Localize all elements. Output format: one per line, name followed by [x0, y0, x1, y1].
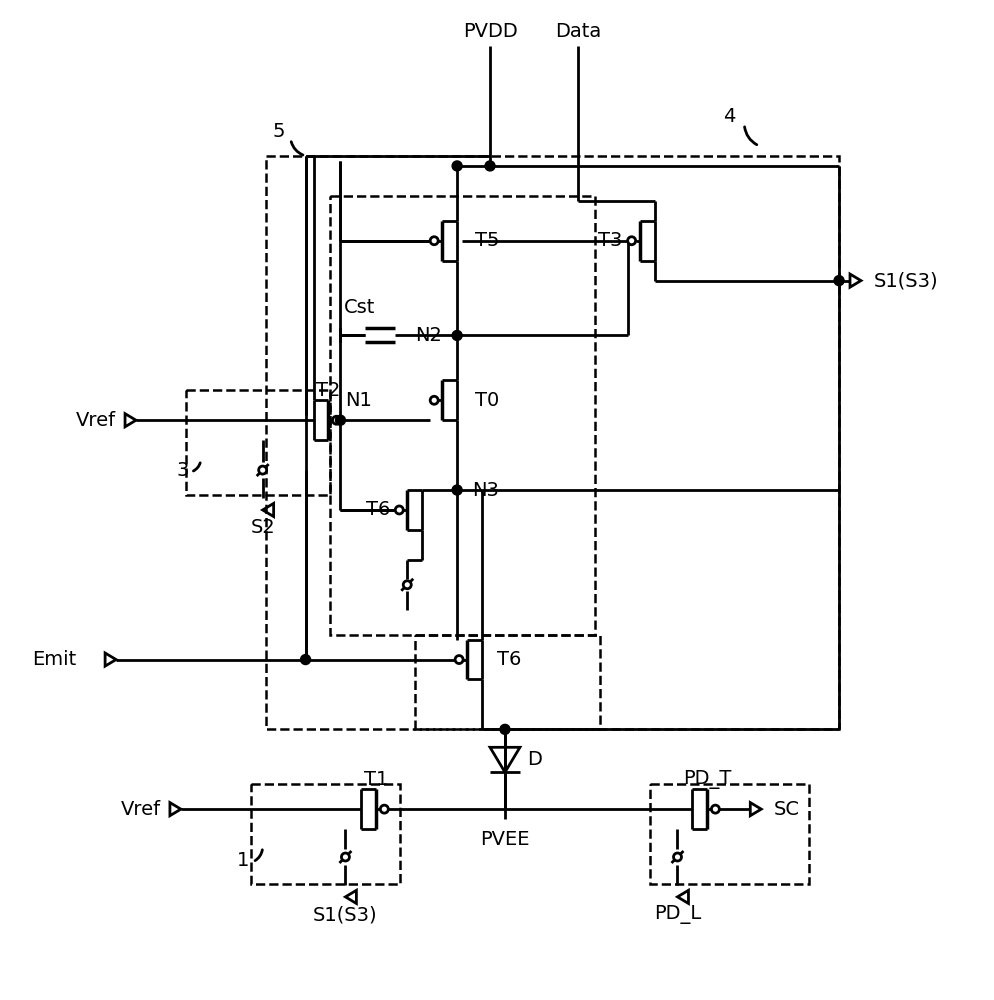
Text: PVEE: PVEE	[480, 830, 530, 849]
Text: 5: 5	[272, 122, 285, 141]
Circle shape	[430, 237, 438, 245]
Circle shape	[485, 161, 495, 171]
Text: S1(S3): S1(S3)	[874, 271, 938, 290]
Circle shape	[712, 805, 720, 813]
Text: Cst: Cst	[344, 298, 376, 317]
Circle shape	[500, 724, 510, 734]
Circle shape	[834, 276, 844, 286]
Text: T6: T6	[497, 650, 522, 669]
Circle shape	[300, 655, 310, 665]
Bar	[265, 156, 839, 729]
Circle shape	[396, 506, 404, 514]
Text: S1(S3): S1(S3)	[313, 905, 378, 924]
Circle shape	[452, 161, 462, 171]
Bar	[250, 784, 401, 884]
Text: SC: SC	[774, 800, 800, 819]
Circle shape	[404, 581, 412, 589]
Text: T5: T5	[475, 231, 500, 250]
Text: 4: 4	[724, 107, 736, 126]
Bar	[186, 390, 330, 495]
Text: PD_L: PD_L	[654, 905, 701, 924]
Circle shape	[452, 485, 462, 495]
Text: 3: 3	[177, 461, 189, 480]
Text: Vref: Vref	[76, 411, 116, 430]
Text: N1: N1	[346, 391, 373, 410]
Text: T3: T3	[598, 231, 622, 250]
Circle shape	[674, 853, 682, 861]
Circle shape	[258, 466, 266, 474]
Text: T0: T0	[475, 391, 499, 410]
Text: D: D	[527, 750, 542, 769]
Circle shape	[381, 805, 389, 813]
Bar	[415, 635, 599, 729]
Circle shape	[430, 396, 438, 404]
Circle shape	[452, 330, 462, 340]
Text: N3: N3	[472, 481, 499, 500]
Circle shape	[341, 853, 350, 861]
Text: Data: Data	[555, 22, 601, 41]
Text: N2: N2	[415, 326, 442, 345]
Text: T1: T1	[364, 770, 389, 789]
Text: PVDD: PVDD	[462, 22, 518, 41]
Text: T2: T2	[316, 381, 341, 400]
Bar	[330, 196, 594, 635]
Text: 1: 1	[237, 851, 248, 870]
Bar	[649, 784, 809, 884]
Text: Vref: Vref	[121, 800, 161, 819]
Circle shape	[455, 656, 463, 664]
Text: PD_T: PD_T	[683, 770, 732, 789]
Circle shape	[335, 415, 346, 425]
Circle shape	[332, 416, 340, 424]
Text: S2: S2	[250, 518, 275, 537]
Circle shape	[627, 237, 635, 245]
Text: T6: T6	[366, 500, 391, 519]
Text: Emit: Emit	[32, 650, 77, 669]
